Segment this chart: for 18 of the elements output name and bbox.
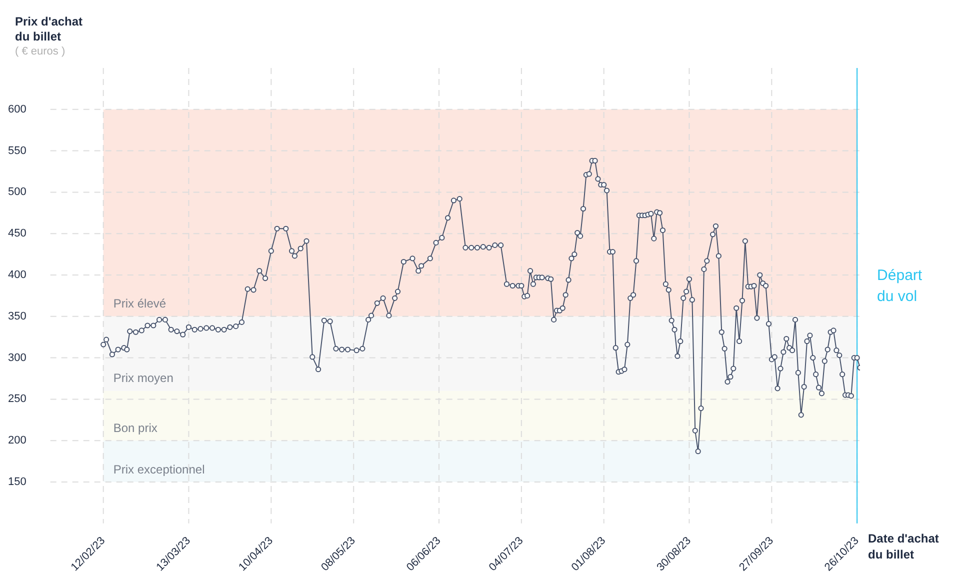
text: ( € euros ) bbox=[15, 46, 66, 58]
ref-line-label: Départ du vol bbox=[877, 266, 923, 305]
x-axis-title: Date d'achat du billet bbox=[868, 532, 939, 562]
y-tick-label: 350 bbox=[8, 310, 26, 322]
y-tick-label: 500 bbox=[8, 186, 26, 198]
y-axis-title: Prix d'achat du billet bbox=[15, 14, 83, 44]
y-tick-label: 550 bbox=[8, 144, 26, 157]
band-label: Prix moyen bbox=[113, 371, 174, 386]
y-tick-label: 300 bbox=[8, 352, 26, 364]
y-tick-label: 150 bbox=[8, 476, 26, 488]
band-label: Bon prix bbox=[113, 420, 158, 435]
y-tick-label: 200 bbox=[8, 434, 26, 447]
y-tick-label: 450 bbox=[8, 228, 26, 240]
y-tick-label: 400 bbox=[8, 269, 26, 282]
y-tick-label: 600 bbox=[8, 103, 26, 116]
band-label: Prix élevé bbox=[113, 296, 166, 311]
band-label: Prix exceptionnel bbox=[113, 462, 205, 476]
y-tick-label: 250 bbox=[8, 393, 26, 406]
